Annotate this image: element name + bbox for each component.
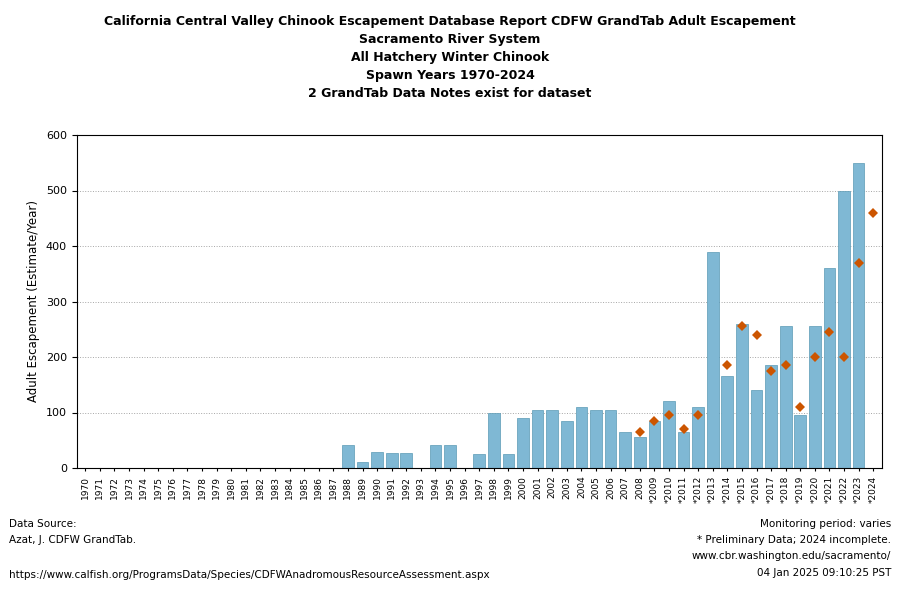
Text: Spawn Years 1970-2024: Spawn Years 1970-2024	[365, 69, 535, 82]
Bar	[546, 410, 558, 468]
Bar	[502, 454, 514, 468]
Bar	[751, 391, 762, 468]
Bar	[342, 445, 354, 468]
Text: Data Source:: Data Source:	[9, 519, 77, 529]
Bar	[605, 410, 617, 468]
Text: www.cbr.washington.edu/sacramento/: www.cbr.washington.edu/sacramento/	[691, 551, 891, 562]
Bar	[619, 432, 631, 468]
Bar	[809, 326, 821, 468]
Bar	[372, 452, 382, 468]
Text: Sacramento River System: Sacramento River System	[359, 33, 541, 46]
Bar	[445, 445, 456, 468]
Text: * Preliminary Data; 2024 incomplete.: * Preliminary Data; 2024 incomplete.	[697, 535, 891, 545]
Bar	[634, 437, 645, 468]
Bar	[532, 410, 544, 468]
Text: Azat, J. CDFW GrandTab.: Azat, J. CDFW GrandTab.	[9, 535, 136, 545]
Text: California Central Valley Chinook Escapement Database Report CDFW GrandTab Adult: California Central Valley Chinook Escape…	[104, 15, 796, 28]
Text: 2 GrandTab Data Notes exist for dataset: 2 GrandTab Data Notes exist for dataset	[309, 87, 591, 100]
Bar	[765, 365, 777, 468]
Bar	[706, 251, 718, 468]
Bar	[429, 445, 441, 468]
Bar	[576, 407, 587, 468]
Bar	[518, 418, 529, 468]
Bar	[678, 432, 689, 468]
Bar	[488, 413, 500, 468]
Bar	[663, 401, 675, 468]
Bar	[795, 415, 806, 468]
Bar	[649, 421, 661, 468]
Bar	[853, 163, 865, 468]
Bar	[692, 407, 704, 468]
Bar	[473, 454, 485, 468]
Bar	[736, 323, 748, 468]
Bar	[722, 376, 734, 468]
Text: Monitoring period: varies: Monitoring period: varies	[760, 519, 891, 529]
Bar	[824, 268, 835, 468]
Bar	[561, 421, 572, 468]
Text: 04 Jan 2025 09:10:25 PST: 04 Jan 2025 09:10:25 PST	[757, 568, 891, 578]
Text: https://www.calfish.org/ProgramsData/Species/CDFWAnadromousResourceAssessment.as: https://www.calfish.org/ProgramsData/Spe…	[9, 570, 490, 580]
Bar	[838, 191, 850, 468]
Bar	[400, 453, 412, 468]
Bar	[386, 453, 398, 468]
Y-axis label: Adult Escapement (Estimate/Year): Adult Escapement (Estimate/Year)	[27, 200, 40, 403]
Text: All Hatchery Winter Chinook: All Hatchery Winter Chinook	[351, 51, 549, 64]
Bar	[590, 410, 602, 468]
Bar	[780, 326, 791, 468]
Bar	[356, 463, 368, 468]
